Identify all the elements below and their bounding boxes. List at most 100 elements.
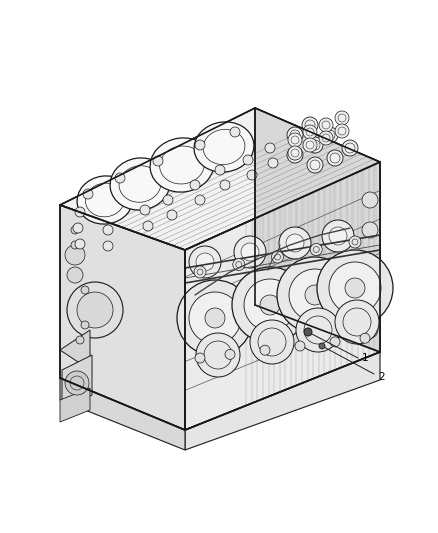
- Circle shape: [288, 146, 302, 160]
- Circle shape: [140, 205, 150, 215]
- Text: 2: 2: [378, 372, 385, 382]
- Circle shape: [189, 292, 241, 344]
- Circle shape: [265, 143, 275, 153]
- Circle shape: [268, 158, 278, 168]
- Circle shape: [67, 282, 123, 338]
- Circle shape: [319, 118, 333, 132]
- Circle shape: [232, 267, 308, 343]
- Ellipse shape: [194, 122, 254, 172]
- Circle shape: [330, 337, 340, 347]
- Circle shape: [195, 140, 205, 150]
- Circle shape: [233, 259, 245, 271]
- Circle shape: [362, 257, 378, 273]
- Circle shape: [67, 267, 83, 283]
- Circle shape: [319, 343, 325, 349]
- Circle shape: [189, 246, 221, 278]
- Circle shape: [75, 239, 85, 249]
- Circle shape: [71, 226, 79, 234]
- Circle shape: [195, 195, 205, 205]
- Polygon shape: [185, 352, 380, 450]
- Circle shape: [71, 241, 79, 249]
- Circle shape: [215, 165, 225, 175]
- Circle shape: [295, 341, 305, 351]
- Circle shape: [327, 150, 343, 166]
- Circle shape: [103, 225, 113, 235]
- Polygon shape: [60, 205, 185, 430]
- Circle shape: [143, 221, 153, 231]
- Circle shape: [230, 127, 240, 137]
- Circle shape: [362, 292, 378, 308]
- Circle shape: [81, 321, 89, 329]
- Circle shape: [335, 300, 379, 344]
- Circle shape: [286, 234, 304, 252]
- Circle shape: [260, 345, 270, 355]
- Circle shape: [77, 292, 113, 328]
- Circle shape: [83, 189, 93, 199]
- Circle shape: [153, 156, 163, 166]
- Circle shape: [205, 308, 225, 328]
- Circle shape: [317, 250, 393, 326]
- Ellipse shape: [77, 176, 133, 224]
- Circle shape: [244, 279, 296, 331]
- Circle shape: [287, 127, 303, 143]
- Circle shape: [250, 320, 294, 364]
- Circle shape: [81, 286, 89, 294]
- Polygon shape: [60, 378, 185, 450]
- Circle shape: [287, 147, 303, 163]
- Circle shape: [322, 127, 338, 143]
- Circle shape: [362, 192, 378, 208]
- Circle shape: [362, 322, 378, 338]
- Polygon shape: [255, 108, 380, 352]
- Circle shape: [163, 195, 173, 205]
- Circle shape: [196, 333, 240, 377]
- Circle shape: [329, 262, 381, 314]
- Circle shape: [260, 295, 280, 315]
- Circle shape: [75, 207, 85, 217]
- Circle shape: [345, 278, 365, 298]
- Circle shape: [304, 328, 312, 336]
- Polygon shape: [185, 162, 380, 430]
- Circle shape: [194, 266, 206, 278]
- Text: 1: 1: [362, 353, 369, 363]
- Circle shape: [196, 253, 214, 271]
- Circle shape: [307, 137, 323, 153]
- Circle shape: [247, 170, 257, 180]
- Circle shape: [195, 353, 205, 363]
- Circle shape: [177, 280, 253, 356]
- Circle shape: [319, 131, 333, 145]
- Circle shape: [272, 251, 283, 263]
- Circle shape: [225, 350, 235, 359]
- Circle shape: [335, 124, 349, 138]
- Circle shape: [310, 244, 322, 255]
- Circle shape: [289, 269, 341, 321]
- Circle shape: [76, 336, 84, 344]
- Circle shape: [288, 133, 302, 147]
- Polygon shape: [62, 355, 92, 410]
- Circle shape: [234, 236, 266, 268]
- Polygon shape: [60, 330, 90, 370]
- Circle shape: [303, 138, 317, 152]
- Polygon shape: [60, 388, 90, 422]
- Circle shape: [349, 236, 361, 248]
- Circle shape: [167, 210, 177, 220]
- Circle shape: [277, 257, 353, 333]
- Circle shape: [65, 245, 85, 265]
- Circle shape: [302, 117, 318, 133]
- Ellipse shape: [110, 158, 170, 210]
- Circle shape: [190, 180, 200, 190]
- Circle shape: [279, 227, 311, 259]
- Ellipse shape: [150, 138, 214, 192]
- Circle shape: [362, 222, 378, 238]
- Circle shape: [220, 180, 230, 190]
- Circle shape: [241, 243, 259, 261]
- Circle shape: [65, 371, 89, 395]
- Circle shape: [115, 173, 125, 183]
- Circle shape: [103, 241, 113, 251]
- Circle shape: [243, 155, 253, 165]
- Circle shape: [296, 308, 340, 352]
- Polygon shape: [60, 108, 380, 250]
- Circle shape: [342, 140, 358, 156]
- Circle shape: [329, 227, 347, 245]
- Circle shape: [307, 157, 323, 173]
- Circle shape: [335, 111, 349, 125]
